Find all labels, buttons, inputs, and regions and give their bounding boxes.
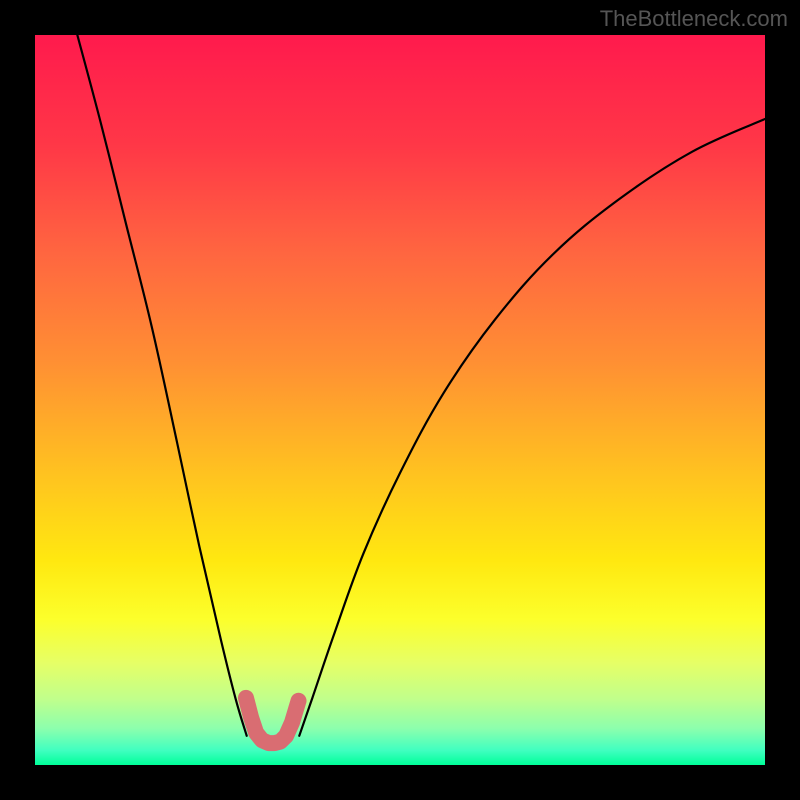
valley-highlight [246,698,299,743]
curve-left-branch [77,35,246,736]
curve-layer [35,35,765,765]
curve-right-branch [299,119,765,736]
watermark-text: TheBottleneck.com [600,6,788,32]
